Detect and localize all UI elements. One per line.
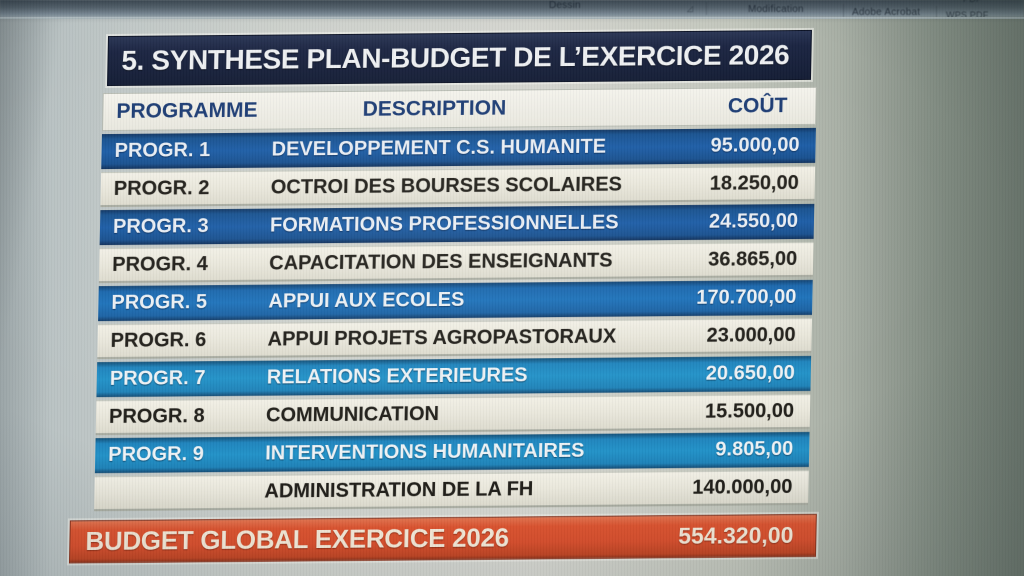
programme-cell: PROGR. 3: [112, 215, 209, 239]
cost-cell: 20.650,00: [705, 362, 796, 385]
description-cell: ADMINISTRATION DE LA FH: [264, 477, 534, 503]
header-cell-cout: COÛT: [727, 94, 788, 118]
table-row-progr-4: PROGR. 4 CAPACITATION DES ENSEIGNANTS 36…: [98, 241, 814, 284]
programme-cell: PROGR. 7: [109, 367, 206, 391]
description-cell: DEVELOPPEMENT C.S. HUMANITE: [271, 135, 607, 161]
description-cell: FORMATIONS PROFESSIONNELLES: [269, 211, 619, 237]
table-row-progr-3: PROGR. 3 FORMATIONS PROFESSIONNELLES 24.…: [99, 203, 815, 246]
ribbon-tab-pdf-partial[interactable]: PDF: [963, 0, 982, 4]
description-cell: APPUI PROJETS AGROPASTORAUX: [267, 325, 617, 351]
table-row-progr-2: PROGR. 2 OCTROI DES BOURSES SCOLAIRES 18…: [100, 165, 816, 208]
header-cell-description: DESCRIPTION: [362, 96, 507, 121]
slide-title: 5. SYNTHESE PLAN-BUDGET DE L’EXERCICE 20…: [106, 29, 812, 87]
cost-cell: 9.805,00: [715, 438, 794, 461]
ribbon-bottom-edge: [0, 17, 1024, 19]
cost-cell: 15.500,00: [704, 399, 795, 423]
cost-cell: 170.700,00: [696, 286, 797, 309]
cost-cell: 36.865,00: [707, 247, 798, 271]
document-page: 5. SYNTHESE PLAN-BUDGET DE L’EXERCICE 20…: [0, 19, 1024, 576]
cost-cell: 95.000,00: [710, 134, 800, 157]
description-cell: CAPACITATION DES ENSEIGNANTS: [268, 249, 613, 275]
table-row-progr-5: PROGR. 5 APPUI AUX ECOLES 170.700,00: [98, 279, 813, 322]
table-row-progr-6: PROGR. 6 APPUI PROJETS AGROPASTORAUX 23.…: [97, 317, 812, 360]
slide-content: 5. SYNTHESE PLAN-BUDGET DE L’EXERCICE 20…: [67, 29, 838, 564]
description-cell: RELATIONS EXTERIEURES: [266, 364, 528, 389]
programme-cell: PROGR. 5: [111, 291, 208, 315]
programme-cell: PROGR. 4: [111, 252, 209, 276]
ribbon-separator: [936, 6, 937, 19]
ribbon-tab-adobe-acrobat[interactable]: Adobe Acrobat: [852, 7, 921, 18]
ribbon-tab-wps-pdf[interactable]: WPS PDF: [946, 10, 989, 20]
programme-cell: PROGR. 1: [114, 139, 211, 163]
cost-cell: 24.550,00: [708, 210, 799, 233]
ribbon-separator: [843, 4, 844, 17]
programme-cell: PROGR. 8: [108, 404, 205, 428]
table-row-progr-1: PROGR. 1 DEVELOPPEMENT C.S. HUMANITE 95.…: [101, 127, 816, 170]
total-value: 554.320,00: [678, 522, 794, 550]
table-row-administration: ADMINISTRATION DE LA FH 140.000,00: [94, 469, 809, 512]
programme-cell: PROGR. 9: [108, 443, 205, 467]
programme-cell: PROGR. 2: [113, 176, 210, 200]
header-cell-programme: PROGRAMME: [116, 98, 258, 123]
cost-cell: 23.000,00: [706, 323, 796, 347]
dialog-launcher-icon[interactable]: ◿: [687, 4, 694, 13]
programme-cell: PROGR. 6: [110, 328, 207, 352]
description-cell: INTERVENTIONS HUMANITAIRES: [264, 439, 585, 465]
cost-cell: 140.000,00: [692, 475, 793, 499]
cost-cell: 18.250,00: [709, 171, 800, 195]
ribbon-tab-dessin[interactable]: Dessin: [549, 0, 581, 11]
ribbon-tab-modification[interactable]: Modification: [748, 4, 804, 15]
description-cell: OCTROI DES BOURSES SCOLAIRES: [270, 173, 623, 199]
description-cell: COMMUNICATION: [265, 402, 440, 427]
description-cell: APPUI AUX ECOLES: [268, 288, 465, 313]
programme-cell: [94, 492, 264, 493]
table-row-progr-7: PROGR. 7 RELATIONS EXTERIEURES 20.650,00: [96, 355, 812, 398]
table-header-row: PROGRAMME DESCRIPTION COÛT: [102, 86, 817, 132]
ribbon-separator: [706, 2, 707, 15]
total-label: BUDGET GLOBAL EXERCICE 2026: [85, 522, 510, 557]
ribbon-strip: PDF Dessin ◿ Modification Adobe Acrobat …: [0, 0, 1024, 20]
budget-table: PROGRAMME DESCRIPTION COÛT PROGR. 1 DEVE…: [94, 86, 817, 512]
table-row-progr-8: PROGR. 8 COMMUNICATION 15.500,00: [95, 393, 811, 436]
table-row-progr-9: PROGR. 9 INTERVENTIONS HUMANITAIRES 9.80…: [94, 431, 810, 474]
budget-total-bar: BUDGET GLOBAL EXERCICE 2026 554.320,00: [68, 513, 817, 564]
